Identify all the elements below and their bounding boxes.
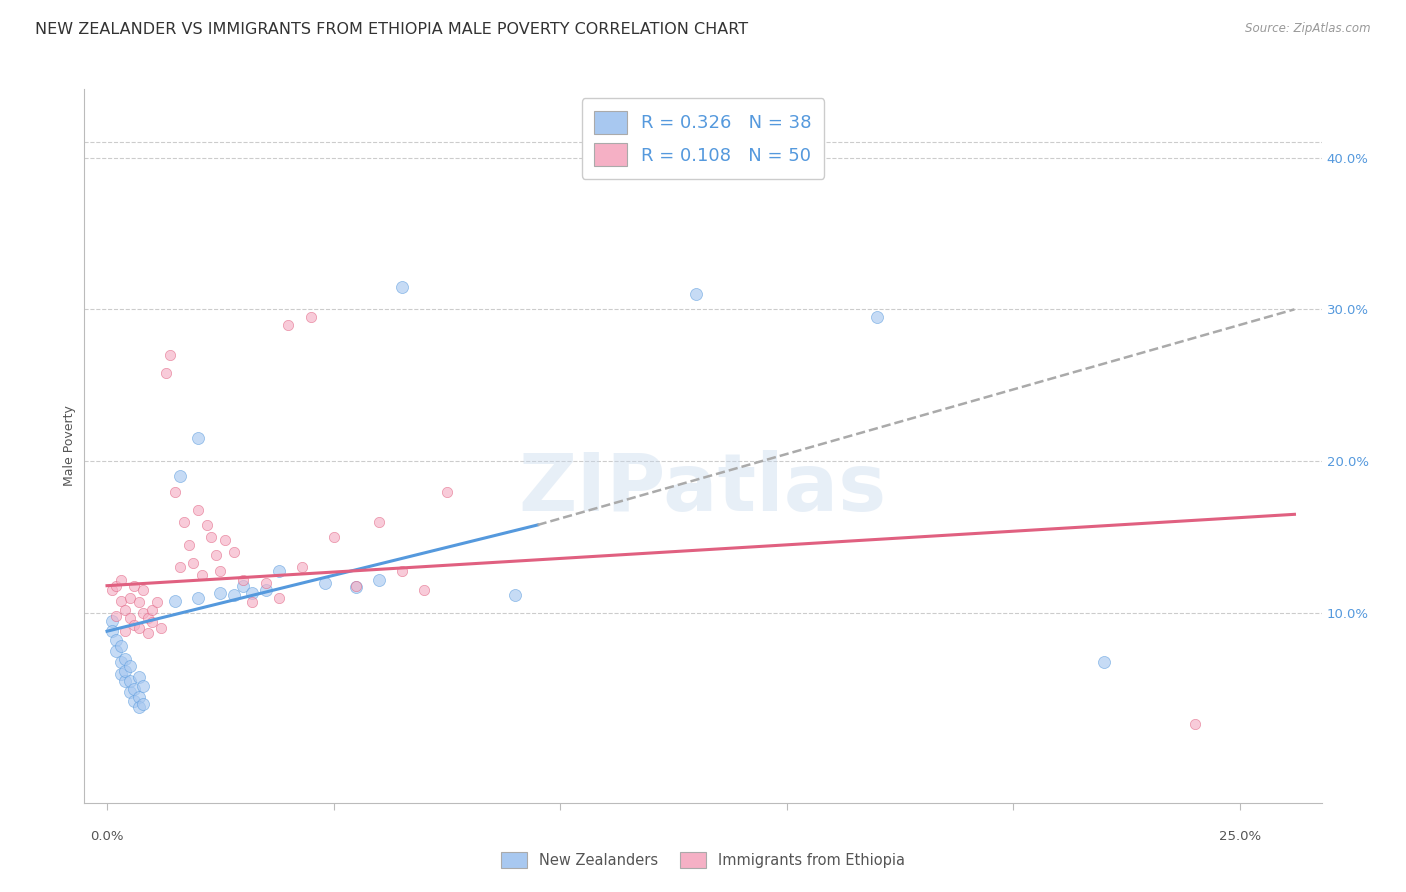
Point [136, 610, 159, 624]
Point [177, 538, 200, 552]
Point [291, 560, 314, 574]
Point [232, 573, 254, 587]
Point [105, 609, 128, 624]
Text: Source: ZipAtlas.com: Source: ZipAtlas.com [1246, 22, 1371, 36]
Point [222, 588, 245, 602]
Point [254, 575, 277, 590]
Point [173, 515, 195, 529]
Point [114, 674, 136, 689]
Point [232, 579, 254, 593]
Legend: R = 0.326   N = 38, R = 0.108   N = 50: R = 0.326 N = 38, R = 0.108 N = 50 [582, 98, 824, 179]
Point [1092, 655, 1115, 669]
Point [118, 659, 141, 673]
Point [187, 502, 209, 516]
Point [209, 586, 232, 600]
Point [187, 591, 209, 605]
Text: ZIPatlas: ZIPatlas [519, 450, 887, 528]
Point [122, 694, 145, 708]
Point [100, 583, 122, 598]
Point [136, 625, 159, 640]
Point [114, 603, 136, 617]
Point [141, 615, 163, 629]
Point [866, 310, 889, 324]
Point [436, 484, 458, 499]
Point [368, 573, 391, 587]
Point [195, 518, 218, 533]
Point [105, 644, 128, 658]
Point [191, 568, 214, 582]
Point [254, 583, 277, 598]
Point [100, 614, 122, 628]
Point [163, 484, 186, 499]
Text: 0.0%: 0.0% [90, 830, 124, 843]
Point [110, 640, 132, 654]
Point [214, 533, 236, 548]
Point [299, 310, 322, 324]
Point [150, 621, 173, 635]
Point [344, 580, 367, 594]
Point [100, 624, 122, 639]
Point [110, 666, 132, 681]
Point [209, 564, 232, 578]
Point [155, 366, 177, 380]
Point [314, 575, 336, 590]
Point [128, 621, 150, 635]
Point [685, 287, 707, 301]
Point [114, 651, 136, 665]
Point [132, 583, 155, 598]
Point [169, 469, 191, 483]
Point [128, 595, 150, 609]
Point [322, 530, 344, 544]
Point [105, 579, 128, 593]
Point [240, 586, 263, 600]
Text: NEW ZEALANDER VS IMMIGRANTS FROM ETHIOPIA MALE POVERTY CORRELATION CHART: NEW ZEALANDER VS IMMIGRANTS FROM ETHIOPI… [35, 22, 748, 37]
Point [187, 431, 209, 445]
Point [159, 348, 181, 362]
Point [181, 556, 204, 570]
Point [118, 685, 141, 699]
Point [132, 697, 155, 711]
Point [118, 591, 141, 605]
Point [1184, 716, 1206, 731]
Point [132, 606, 155, 620]
Point [163, 594, 186, 608]
Point [200, 530, 222, 544]
Point [132, 679, 155, 693]
Point [222, 545, 245, 559]
Point [503, 588, 526, 602]
Point [269, 591, 291, 605]
Point [204, 549, 226, 563]
Point [277, 318, 299, 332]
Point [169, 560, 191, 574]
Point [122, 579, 145, 593]
Legend: New Zealanders, Immigrants from Ethiopia: New Zealanders, Immigrants from Ethiopia [494, 845, 912, 876]
Point [118, 610, 141, 624]
Point [344, 579, 367, 593]
Point [240, 595, 263, 609]
Point [122, 681, 145, 696]
Point [118, 674, 141, 689]
Point [368, 515, 391, 529]
Point [128, 700, 150, 714]
Point [391, 279, 413, 293]
Point [269, 564, 291, 578]
Point [146, 595, 169, 609]
Point [110, 594, 132, 608]
Y-axis label: Male Poverty: Male Poverty [63, 406, 76, 486]
Point [141, 603, 163, 617]
Point [110, 573, 132, 587]
Text: 25.0%: 25.0% [1219, 830, 1261, 843]
Point [114, 664, 136, 678]
Point [105, 633, 128, 648]
Point [413, 583, 436, 598]
Point [122, 618, 145, 632]
Point [128, 690, 150, 704]
Point [391, 564, 413, 578]
Point [114, 624, 136, 639]
Point [110, 655, 132, 669]
Point [128, 670, 150, 684]
